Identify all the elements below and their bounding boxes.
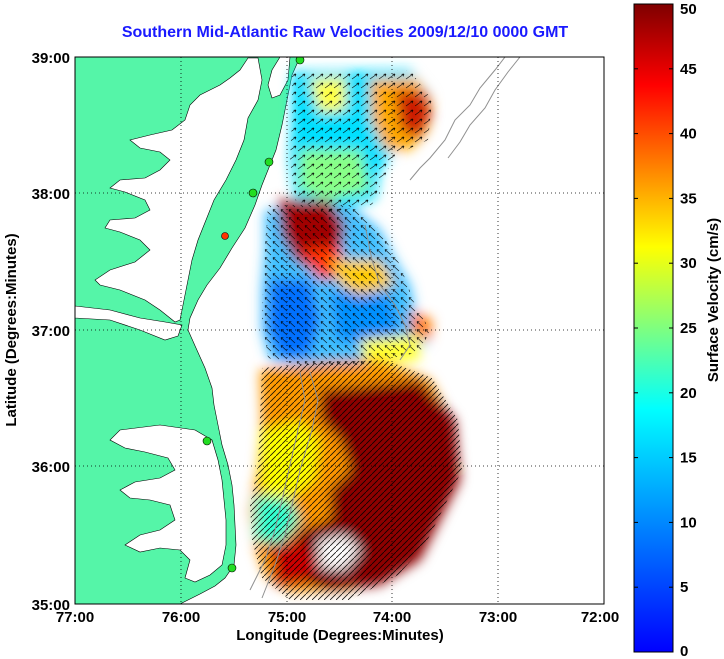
chesapeake-bay xyxy=(94,57,263,323)
y-axis-label: Latitude (Degrees:Minutes) xyxy=(3,233,20,426)
colorbar-tick-label: 35 xyxy=(680,190,697,207)
station-marker xyxy=(295,57,305,65)
colorbar-tick-label: 40 xyxy=(680,126,697,143)
x-tick-label: 76:00 xyxy=(162,609,200,626)
x-tick-label: 77:00 xyxy=(56,609,94,626)
x-axis: 77:00 76:00 75:00 74:00 73:00 72:00 Long… xyxy=(56,609,619,644)
x-axis-label: Longitude (Degrees:Minutes) xyxy=(236,627,444,644)
radar-stations xyxy=(202,57,305,573)
colorbar-tick-label: 30 xyxy=(680,255,697,272)
station-marker xyxy=(202,436,212,446)
station-marker xyxy=(221,232,229,240)
x-tick-label: 72:00 xyxy=(581,609,619,626)
station-marker xyxy=(264,157,274,167)
colorbar-tick-label: 10 xyxy=(680,514,697,531)
y-tick-label: 36:00 xyxy=(32,459,70,476)
colorbar-tick-label: 20 xyxy=(680,385,697,402)
station-marker xyxy=(227,563,237,573)
y-tick-label: 35:00 xyxy=(32,597,70,614)
y-tick-label: 39:00 xyxy=(32,50,70,67)
colorbar-tick-label: 50 xyxy=(680,1,697,18)
y-tick-label: 37:00 xyxy=(32,323,70,340)
colorbar-label: Surface Velocity (cm/s) xyxy=(705,218,722,382)
y-tick-label: 38:00 xyxy=(32,186,70,203)
colorbar-tick-label: 0 xyxy=(680,643,688,659)
colorbar-tick-label: 25 xyxy=(680,320,697,337)
x-tick-label: 73:00 xyxy=(479,609,517,626)
delaware-bay xyxy=(267,57,291,99)
colorbar-tick-label: 5 xyxy=(680,579,688,596)
grid xyxy=(75,57,604,604)
colorbar-tick-label: 45 xyxy=(680,61,697,78)
x-tick-label: 74:00 xyxy=(373,609,411,626)
james-river xyxy=(75,305,183,341)
bathymetry-contours xyxy=(249,57,521,599)
chart-title: Southern Mid-Atlantic Raw Velocities 200… xyxy=(122,24,569,41)
x-tick-label: 75:00 xyxy=(268,609,306,626)
station-marker xyxy=(248,188,258,198)
plot-frame xyxy=(74,56,605,605)
plot-area xyxy=(74,56,605,605)
colorbar-gradient xyxy=(633,3,674,653)
pamlico-sound xyxy=(109,424,227,583)
y-axis: 39:00 38:00 37:00 36:00 35:00 Latitude (… xyxy=(3,50,70,614)
colorbar-tick-label: 15 xyxy=(680,450,697,467)
velocity-vectors xyxy=(250,70,462,600)
